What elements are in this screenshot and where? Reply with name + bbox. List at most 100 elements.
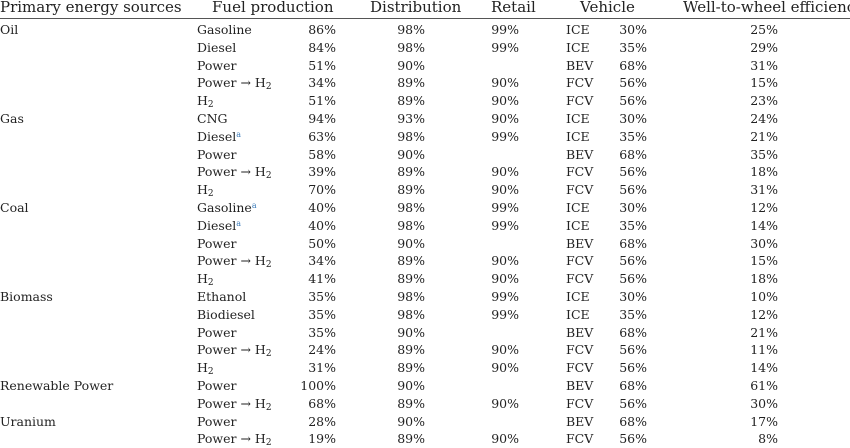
cell-distribution-text: 98% xyxy=(397,217,425,233)
cell-retail: 99% xyxy=(491,217,519,235)
cell-vehicle-text: BEV xyxy=(566,146,594,162)
cell-fuel-production: 51% xyxy=(308,57,336,75)
cell-well-to-wheel: 8% xyxy=(758,430,778,448)
cell-vehicle-text: ICE xyxy=(566,288,590,304)
cell-vehicle-efficiency-text: 56% xyxy=(619,271,647,287)
cell-primary-source-text: Coal xyxy=(0,199,29,215)
cell-distribution-text: 90% xyxy=(397,146,425,162)
cell-retail: 99% xyxy=(491,39,519,57)
cell-fuel-production-text: 84% xyxy=(308,39,336,55)
cell-fuel-text: Diesel xyxy=(197,128,237,144)
cell-retail: 90% xyxy=(491,252,519,270)
table-row: Power 58% 90% BEV 68% 35% xyxy=(0,146,850,164)
cell-vehicle-efficiency: 56% xyxy=(619,270,647,288)
table-row: Biodiesel 35% 98% 99% ICE 35% 12% xyxy=(0,306,850,324)
cell-fuel-production: 58% xyxy=(308,146,336,164)
cell-vehicle-efficiency-text: 56% xyxy=(619,182,647,198)
cell-primary-source-text: Renewable Power xyxy=(0,377,114,393)
cell-distribution: 89% xyxy=(397,341,425,359)
cell-distribution-text: 89% xyxy=(397,395,425,411)
cell-fuel: Power xyxy=(197,324,237,342)
table-row: H2 31% 89% 90% FCV 56% 14% xyxy=(0,359,850,377)
cell-vehicle: FCV xyxy=(566,270,593,288)
cell-fuel-text: CNG xyxy=(197,110,228,126)
cell-vehicle-efficiency: 35% xyxy=(619,128,647,146)
table-row: Power 50% 90% BEV 68% 30% xyxy=(0,235,850,253)
cell-well-to-wheel: 12% xyxy=(750,199,778,217)
cell-vehicle-efficiency-text: 68% xyxy=(619,235,647,251)
cell-well-to-wheel: 11% xyxy=(750,341,778,359)
cell-vehicle-efficiency: 30% xyxy=(619,21,647,39)
cell-fuel-production: 31% xyxy=(308,359,336,377)
cell-well-to-wheel: 30% xyxy=(750,235,778,253)
cell-primary-source: Coal xyxy=(0,199,29,217)
cell-retail-text: 99% xyxy=(491,199,519,215)
cell-well-to-wheel-text: 25% xyxy=(750,22,778,37)
cell-well-to-wheel: 29% xyxy=(750,39,778,57)
cell-distribution: 98% xyxy=(397,199,425,217)
fuel-subscript: 2 xyxy=(265,402,272,413)
cell-fuel-text: Power xyxy=(197,377,237,393)
cell-vehicle-efficiency-text: 68% xyxy=(619,324,647,340)
cell-fuel-text: Power xyxy=(197,146,237,162)
cell-distribution: 98% xyxy=(397,306,425,324)
cell-fuel-production: 86% xyxy=(308,21,336,39)
cell-vehicle-efficiency: 56% xyxy=(619,252,647,270)
cell-vehicle-efficiency-text: 30% xyxy=(619,288,647,304)
cell-retail: 90% xyxy=(491,163,519,181)
cell-distribution-text: 89% xyxy=(397,164,425,180)
cell-fuel-production: 100% xyxy=(300,377,336,395)
cell-retail-text: 90% xyxy=(491,395,519,411)
cell-fuel-text: Power xyxy=(197,235,237,251)
cell-fuel: Gasoline xyxy=(197,21,252,39)
cell-vehicle: ICE xyxy=(566,306,590,324)
footnote-marker[interactable]: a xyxy=(236,129,242,139)
cell-well-to-wheel-text: 12% xyxy=(750,199,778,215)
cell-distribution: 98% xyxy=(397,288,425,306)
cell-fuel-production: 40% xyxy=(308,217,336,235)
cell-well-to-wheel: 25% xyxy=(750,21,778,39)
cell-retail: 99% xyxy=(491,128,519,146)
cell-retail: 90% xyxy=(491,92,519,110)
cell-vehicle-text: FCV xyxy=(566,93,594,109)
table-row: H2 41% 89% 90% FCV 56% 18% xyxy=(0,270,850,288)
cell-fuel-text: Power → H xyxy=(197,253,266,269)
cell-distribution-text: 89% xyxy=(397,271,425,287)
cell-vehicle-text: BEV xyxy=(566,324,594,340)
cell-fuel: Power xyxy=(197,413,237,431)
fuel-subscript: 2 xyxy=(207,367,214,378)
footnote-marker[interactable]: a xyxy=(236,218,242,228)
cell-vehicle-text: FCV xyxy=(566,360,594,376)
cell-distribution-text: 90% xyxy=(397,413,425,429)
cell-fuel-production: 40% xyxy=(308,199,336,217)
cell-distribution-text: 89% xyxy=(397,342,425,358)
cell-fuel-text: H xyxy=(197,360,208,376)
cell-vehicle-efficiency-text: 56% xyxy=(619,360,647,376)
cell-vehicle: BEV xyxy=(566,57,593,75)
cell-distribution-text: 98% xyxy=(397,22,425,37)
cell-fuel-production: 24% xyxy=(308,341,336,359)
cell-vehicle-efficiency-text: 30% xyxy=(619,110,647,126)
cell-distribution-text: 89% xyxy=(397,360,425,376)
cell-vehicle-efficiency-text: 56% xyxy=(619,395,647,411)
cell-vehicle-text: BEV xyxy=(566,57,594,73)
cell-retail-text: 99% xyxy=(491,128,519,144)
table-row: Biomass Ethanol 35% 98% 99% ICE 30% 10% xyxy=(0,288,850,306)
cell-fuel-production-text: 94% xyxy=(308,110,336,126)
cell-fuel-text: Power → H xyxy=(197,164,266,180)
cell-distribution: 98% xyxy=(397,21,425,39)
table-row: Coal Gasolinea 40% 98% 99% ICE 30% 12% xyxy=(0,199,850,217)
footnote-marker[interactable]: a xyxy=(251,200,257,210)
cell-well-to-wheel: 14% xyxy=(750,217,778,235)
cell-distribution: 89% xyxy=(397,252,425,270)
cell-fuel-production: 84% xyxy=(308,39,336,57)
cell-vehicle-efficiency: 35% xyxy=(619,39,647,57)
fuel-subscript: 2 xyxy=(265,171,272,182)
cell-fuel-production-text: 51% xyxy=(308,93,336,109)
cell-fuel-text: Power xyxy=(197,413,237,429)
cell-well-to-wheel-text: 30% xyxy=(750,235,778,251)
cell-distribution-text: 90% xyxy=(397,377,425,393)
cell-vehicle-text: ICE xyxy=(566,22,590,37)
cell-vehicle-efficiency-text: 30% xyxy=(619,22,647,37)
cell-well-to-wheel-text: 14% xyxy=(750,217,778,233)
